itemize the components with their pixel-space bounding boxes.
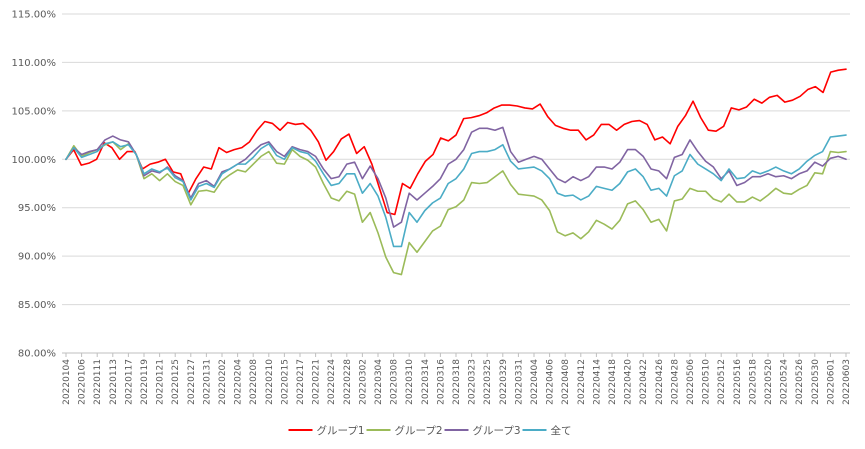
x-tick-label: 20220516: [733, 359, 743, 405]
x-tick-label: 20220325: [483, 359, 493, 405]
x-tick-label: 20220526: [795, 359, 805, 405]
x-tick-label: 20220302: [358, 359, 368, 405]
x-tick-label: 20220221: [312, 359, 322, 405]
x-tick-label: 20220204: [234, 359, 244, 405]
x-axis: 20220104 20220106 20220111 20220113 20220117…: [62, 352, 852, 405]
x-tick-label: 20220316: [436, 359, 446, 405]
x-tick-label: 20220131: [202, 359, 212, 405]
x-tick-label: 20220304: [374, 359, 384, 405]
x-tick-label: 20220512: [717, 359, 727, 405]
legend-entry: グループ2: [395, 424, 443, 437]
y-tick-label: 100.00%: [12, 155, 57, 166]
y-tick-label: 90.00%: [18, 252, 56, 263]
series-lines: [65, 68, 847, 276]
x-tick-label: 20220210: [265, 359, 275, 405]
legend-entry: 全て: [551, 424, 572, 437]
x-tick-label: 20220121: [156, 359, 166, 405]
x-tick-label: 20220215: [280, 359, 290, 405]
x-tick-label: 20220603: [842, 359, 852, 405]
x-tick-label: 20220310: [405, 359, 415, 405]
x-tick-label: 20220331: [514, 359, 524, 405]
x-tick-label: 20220117: [124, 359, 134, 405]
legend-entry: グループ1: [317, 424, 365, 437]
y-tick-label: 110.00%: [12, 58, 57, 69]
y-tick-label: 105.00%: [12, 106, 57, 117]
x-tick-label: 20220426: [655, 359, 665, 405]
x-tick-label: 20220414: [592, 359, 602, 405]
series-line: [65, 134, 847, 248]
x-tick-label: 20220119: [140, 359, 150, 405]
y-tick-label: 95.00%: [18, 203, 56, 214]
x-tick-label: 20220314: [421, 359, 431, 405]
y-tick-label: 85.00%: [18, 300, 56, 311]
x-tick-label: 20220406: [546, 359, 556, 405]
x-tick-label: 20220329: [499, 359, 509, 405]
legend-entry: グループ3: [473, 424, 521, 437]
x-tick-label: 20220308: [390, 359, 400, 405]
x-tick-label: 20220518: [748, 359, 758, 405]
x-tick-label: 20220127: [187, 359, 197, 405]
x-tick-label: 20220106: [78, 359, 88, 405]
x-tick-label: 20220113: [109, 359, 119, 405]
x-tick-label: 20220224: [327, 359, 337, 405]
x-tick-label: 20220520: [764, 359, 774, 405]
x-tick-label: 20220420: [624, 359, 634, 405]
y-tick-label: 80.00%: [18, 349, 56, 360]
x-tick-label: 20220510: [702, 359, 712, 405]
x-tick-label: 20220412: [577, 359, 587, 405]
x-tick-label: 20220408: [561, 359, 571, 405]
x-tick-label: 20220404: [530, 359, 540, 405]
x-tick-label: 20220202: [218, 359, 228, 405]
x-tick-label: 20220104: [62, 359, 72, 405]
series-line: [65, 126, 847, 228]
y-axis: 80.00% 85.00% 90.00% 95.00% 100.00% 105.00% 11…: [12, 10, 57, 360]
x-tick-label: 20220506: [686, 359, 696, 405]
y-tick-label: 115.00%: [12, 10, 57, 21]
x-tick-label: 20220428: [670, 359, 680, 405]
x-tick-label: 20220217: [296, 359, 306, 405]
x-tick-label: 20220125: [171, 359, 181, 405]
x-tick-label: 20220530: [811, 359, 821, 405]
x-tick-label: 20220208: [249, 359, 259, 405]
x-tick-label: 20220418: [608, 359, 618, 405]
x-tick-label: 20220228: [343, 359, 353, 405]
x-tick-label: 20220323: [468, 359, 478, 405]
x-tick-label: 20220601: [826, 359, 836, 405]
x-tick-label: 20220111: [93, 359, 103, 405]
x-tick-label: 20220422: [639, 359, 649, 405]
series-line: [65, 68, 847, 216]
x-tick-label: 20220524: [780, 359, 790, 405]
legend: グループ1 グループ2 グループ3 全て: [288, 424, 572, 437]
x-tick-label: 20220318: [452, 359, 462, 405]
series-line: [65, 141, 847, 276]
